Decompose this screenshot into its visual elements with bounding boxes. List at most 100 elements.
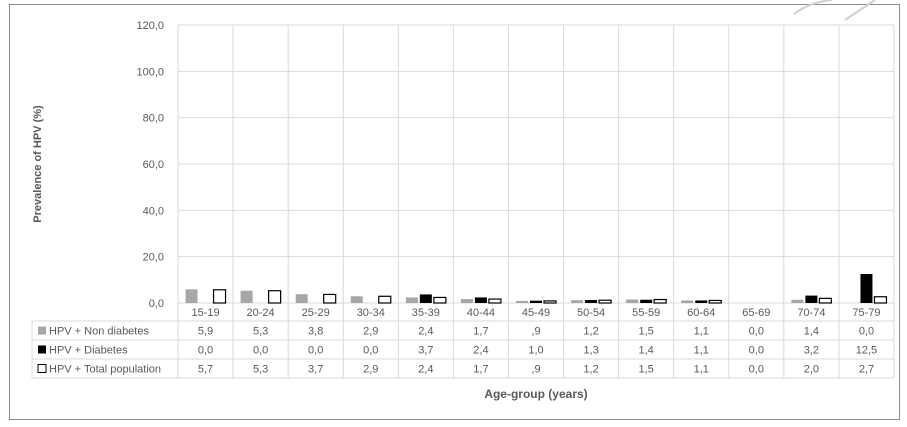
legend-series-name: HPV + Non diabetes xyxy=(49,326,149,338)
data-label: 1,5 xyxy=(639,364,654,376)
data-label: 2,4 xyxy=(418,364,433,376)
x-tick-label: 55-59 xyxy=(632,307,660,319)
bar xyxy=(460,299,473,303)
data-label: 5,3 xyxy=(253,364,268,376)
bar xyxy=(543,300,557,304)
y-tick-label: 0,0 xyxy=(149,298,164,310)
data-label: 1,4 xyxy=(639,345,654,357)
bar xyxy=(185,289,198,303)
bar xyxy=(419,294,432,303)
x-tick-label: 75-79 xyxy=(852,307,880,319)
data-label: 0,0 xyxy=(749,364,764,376)
data-label: 0,0 xyxy=(363,345,378,357)
data-label: 0,0 xyxy=(859,326,874,338)
data-label: 2,4 xyxy=(473,345,488,357)
legend-key xyxy=(38,326,46,335)
legend-series-name: HPV + Diabetes xyxy=(49,345,128,357)
y-tick-label: 80,0 xyxy=(143,113,164,125)
data-label: 5,7 xyxy=(198,364,213,376)
data-label: 3,7 xyxy=(418,345,433,357)
bar xyxy=(791,299,804,303)
data-label: 0,0 xyxy=(749,345,764,357)
bar xyxy=(433,296,447,304)
x-tick-label: 45-49 xyxy=(522,307,550,319)
data-label: 2,9 xyxy=(363,364,378,376)
bar xyxy=(860,274,873,303)
legend-series-name: HPV + Total population xyxy=(49,364,161,376)
data-label: 0,0 xyxy=(253,345,268,357)
bar xyxy=(405,297,418,303)
data-label: 1,1 xyxy=(694,364,709,376)
x-tick-label: 20-24 xyxy=(247,307,275,319)
data-label: 2,7 xyxy=(859,364,874,376)
chart-frame: 0,0 20,0 40,0 60,0 80,0 100,0 120,0 15-19 20-24 2… xyxy=(9,4,900,420)
bar xyxy=(571,300,584,303)
y-tick-label: 100,0 xyxy=(136,66,164,78)
data-label: 2,0 xyxy=(804,364,819,376)
data-label: 2,9 xyxy=(363,326,378,338)
bar xyxy=(323,293,337,304)
legend-key xyxy=(38,345,46,354)
bar xyxy=(212,289,227,304)
bar xyxy=(240,290,253,303)
data-label: 3,2 xyxy=(804,345,819,357)
bar xyxy=(681,300,694,303)
data-label: 0,0 xyxy=(198,345,213,357)
data-label: 1,2 xyxy=(583,364,598,376)
x-tick-label: 60-64 xyxy=(687,307,715,319)
x-tick-label: 30-34 xyxy=(357,307,385,319)
data-label: 1,0 xyxy=(528,345,543,357)
bar xyxy=(585,299,598,303)
y-tick-label: 60,0 xyxy=(143,159,164,171)
bar xyxy=(488,298,502,304)
y-tick-label: 120,0 xyxy=(136,20,164,32)
data-label: 0,0 xyxy=(749,326,764,338)
data-label: 1,4 xyxy=(804,326,819,338)
x-tick-label: 25-29 xyxy=(302,307,330,319)
bar xyxy=(350,296,363,303)
bar xyxy=(818,297,832,304)
x-axis-title: Age-group (years) xyxy=(484,387,587,401)
data-label: 1,5 xyxy=(639,326,654,338)
data-label: 1,1 xyxy=(694,345,709,357)
chart-svg: 0,0 20,0 40,0 60,0 80,0 100,0 120,0 15-19 20-24 2… xyxy=(31,20,895,401)
legend-key xyxy=(37,364,47,373)
bar xyxy=(708,299,722,304)
data-label: 1,7 xyxy=(473,364,488,376)
bar xyxy=(626,299,639,303)
data-label: ,9 xyxy=(531,364,540,376)
bar xyxy=(268,290,282,304)
data-label: 1,3 xyxy=(583,345,598,357)
bar xyxy=(474,297,487,303)
bar xyxy=(295,294,308,303)
bar xyxy=(378,295,392,304)
bar xyxy=(640,299,653,303)
data-label: 1,2 xyxy=(583,326,598,338)
bar xyxy=(695,300,708,303)
bar xyxy=(530,300,542,303)
data-label: 5,9 xyxy=(198,326,213,338)
x-tick-label: 50-54 xyxy=(577,307,605,319)
x-tick-label: 15-19 xyxy=(191,307,219,319)
y-tick-label: 20,0 xyxy=(143,252,164,264)
x-tick-label: 70-74 xyxy=(797,307,825,319)
x-tick-label: 35-39 xyxy=(412,307,440,319)
data-label: 3,7 xyxy=(308,364,323,376)
data-label: 12,5 xyxy=(856,345,877,357)
y-axis-title: Prevalence of HPV (%) xyxy=(32,105,44,223)
data-label: 0,0 xyxy=(308,345,323,357)
bar xyxy=(653,298,667,304)
data-label: ,9 xyxy=(531,326,540,338)
y-tick-label: 40,0 xyxy=(143,205,164,217)
x-tick-label: 65-69 xyxy=(742,307,770,319)
data-label: 1,1 xyxy=(694,326,709,338)
bar xyxy=(805,295,818,303)
data-label: 5,3 xyxy=(253,326,268,338)
bar xyxy=(598,299,612,304)
x-tick-label: 40-44 xyxy=(467,307,495,319)
data-label: 3,8 xyxy=(308,326,323,338)
data-label: 2,4 xyxy=(418,326,433,338)
bar xyxy=(873,296,888,304)
data-label: 1,7 xyxy=(473,326,488,338)
bar xyxy=(516,300,528,303)
